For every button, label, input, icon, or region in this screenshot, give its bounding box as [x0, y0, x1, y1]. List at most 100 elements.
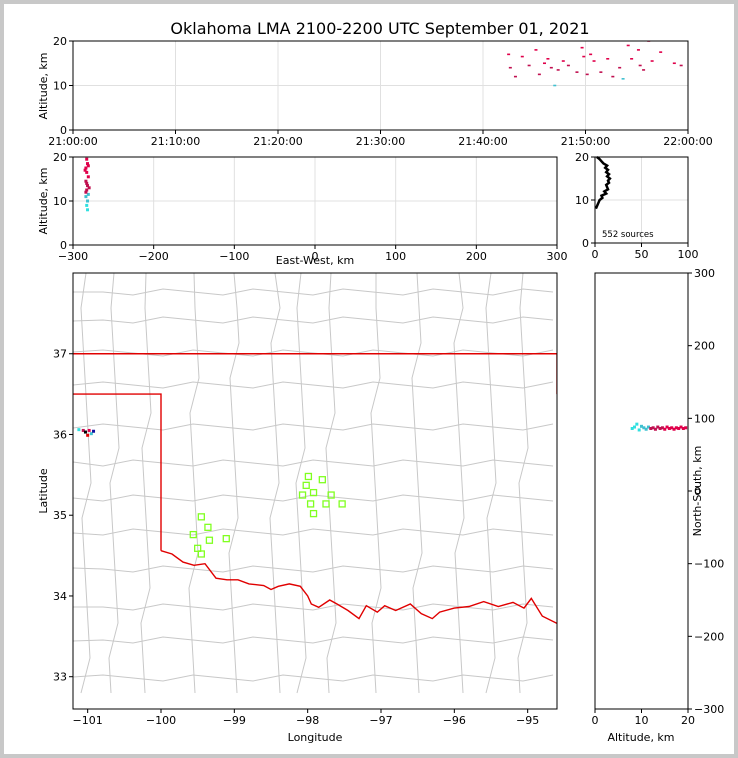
source-point [650, 60, 654, 62]
y-tick-label: 10 [53, 195, 67, 208]
y-tick-label: 0 [60, 239, 67, 252]
y-tick-label: 0 [694, 485, 701, 498]
source-point [611, 75, 615, 78]
source-point [638, 64, 642, 67]
x-tick-label: 10 [635, 714, 649, 727]
source-point [642, 69, 646, 71]
source-point [86, 208, 90, 212]
source-point [585, 73, 589, 76]
source-point [89, 432, 93, 436]
station-marker [309, 488, 318, 497]
y-tick-label: 10 [575, 194, 589, 207]
x-axis-label: East-West, km [276, 254, 354, 267]
source-point [553, 84, 557, 87]
x-tick-label: 21:20:00 [253, 135, 302, 148]
source-point [633, 425, 637, 429]
county-line [411, 273, 423, 694]
x-tick-label: −97 [369, 714, 392, 727]
map-layer [73, 273, 557, 694]
county-line [73, 381, 554, 389]
source-point [83, 430, 87, 434]
figure-title: Oklahoma LMA 2100-2200 UTC September 01,… [170, 19, 589, 38]
source-point [621, 78, 625, 80]
source-point [83, 168, 87, 172]
station-marker [205, 536, 214, 544]
source-point [660, 426, 664, 430]
y-tick-label: 0 [60, 124, 67, 137]
station-marker [306, 500, 315, 508]
y-tick-label: 300 [694, 267, 715, 280]
x-tick-label: 100 [385, 250, 406, 263]
source-point [85, 188, 89, 192]
county-boundaries [73, 273, 554, 694]
x-tick-label: 0 [592, 248, 599, 261]
source-point [630, 427, 634, 431]
source-point [87, 186, 91, 190]
county-line [325, 273, 337, 694]
source-point [534, 49, 538, 51]
source-points [630, 422, 688, 432]
x-tick-label: −99 [223, 714, 246, 727]
source-point [84, 190, 88, 194]
source-point [684, 426, 688, 430]
county-line [73, 316, 554, 324]
x-axis-label: Altitude, km [607, 731, 674, 744]
x-tick-label: −200 [139, 250, 169, 263]
y-tick-label: 100 [694, 412, 715, 425]
source-point [77, 428, 81, 432]
source-point [681, 427, 685, 431]
station-marker [322, 500, 330, 508]
source-point [580, 46, 584, 49]
source-point [646, 425, 650, 429]
source-point [520, 55, 524, 58]
figure-background [4, 4, 734, 754]
source-point [592, 60, 596, 62]
y-tick-label: 34 [53, 590, 67, 603]
county-line [108, 273, 120, 694]
source-point [658, 427, 662, 431]
source-point [649, 427, 653, 431]
y-tick-label: 0 [582, 237, 589, 250]
source-point [561, 60, 565, 62]
station-marker [302, 481, 310, 489]
source-point [651, 426, 655, 430]
x-tick-label: −300 [58, 250, 88, 263]
source-point [667, 427, 671, 431]
y-tick-label: 33 [53, 671, 67, 684]
source-point [86, 433, 90, 437]
county-line [73, 349, 554, 357]
source-point [606, 58, 610, 60]
source-point [575, 71, 579, 73]
plan-view-map-panel: −101 −100 −99 −98 −97 −96 −95 33 34 35 36 37 Longitu… [37, 272, 558, 744]
x-tick-label: 100 [678, 248, 699, 261]
source-point [653, 427, 657, 431]
source-point [659, 51, 663, 53]
x-axis-label: Longitude [288, 731, 343, 744]
source-point [84, 166, 88, 170]
source-points [507, 41, 683, 87]
source-point [85, 157, 89, 161]
time-height-panel: 21:00:00 21:10:00 21:20:00 21:30:00 21:40:00… [37, 35, 713, 148]
source-point [566, 64, 570, 67]
source-points [83, 157, 91, 212]
station-marker [338, 500, 346, 508]
source-point [85, 181, 89, 185]
source-point [642, 426, 646, 430]
source-point [630, 58, 634, 60]
y-tick-label: 20 [53, 35, 67, 48]
source-point [507, 53, 511, 56]
network-stations [189, 472, 346, 558]
x-tick-label: 20 [681, 714, 695, 727]
plot-frame [72, 272, 558, 710]
source-point [679, 64, 683, 67]
source-points [77, 428, 96, 437]
source-point [636, 49, 640, 51]
source-point [599, 71, 603, 73]
north-south-height-panel: 0 10 20−300 −200 −100 0 100 200 300 Altitude, km N… [592, 267, 725, 744]
county-line [228, 273, 240, 694]
x-tick-label: 21:50:00 [561, 135, 610, 148]
source-point [637, 428, 641, 432]
county-line [80, 273, 92, 694]
state-line-panhandle [73, 393, 162, 551]
